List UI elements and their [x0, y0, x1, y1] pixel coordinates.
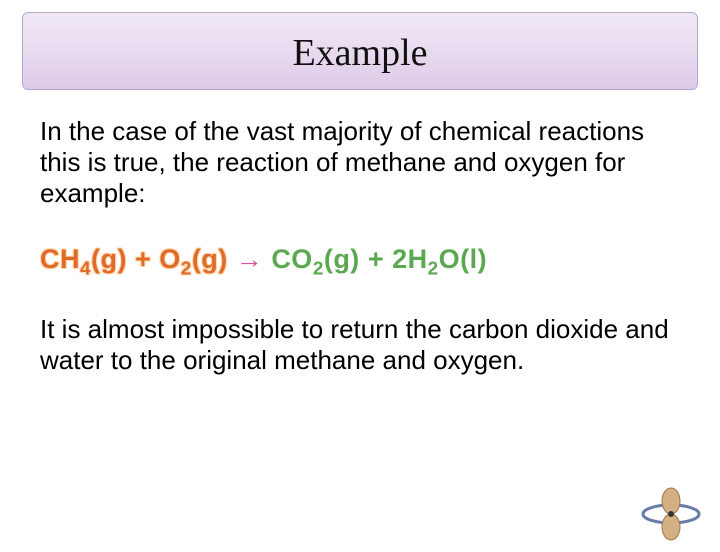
orbital-icon [638, 486, 704, 542]
reactant-ch4: CH4(g) [40, 244, 127, 274]
paragraph-1: In the case of the vast majority of chem… [40, 116, 680, 210]
paragraph-2: It is almost impossible to return the ca… [40, 314, 680, 376]
plus-2: + [360, 244, 392, 274]
title-text: Example [23, 31, 697, 75]
plus-1: + [127, 244, 159, 274]
title-banner: Example [22, 12, 698, 90]
product-co2: CO2(g) [271, 244, 360, 274]
reactant-o2: O2(g) [159, 244, 228, 274]
reaction-arrow: → [228, 244, 272, 274]
chemical-equation: CH4(g) + O2(g) → CO2(g) + 2H2O(l) [40, 244, 680, 280]
product-h2o: 2H2O(l) [392, 244, 487, 274]
